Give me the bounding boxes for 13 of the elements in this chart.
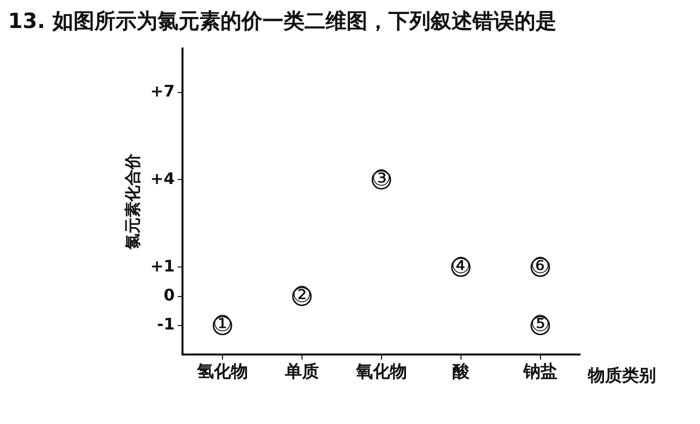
x-tick-label: 单质 (284, 362, 319, 382)
x-tick-label: 氢化物 (196, 362, 248, 382)
y-tick-label: +4 (150, 168, 175, 188)
x-axis-title: 物质类别 (587, 366, 656, 386)
y-tick-label: +1 (150, 256, 175, 276)
y-tick-label: +7 (150, 81, 175, 100)
y-axis-title: 氯元素化合价 (122, 152, 142, 251)
x-tick-label: 氧化物 (354, 362, 407, 382)
y-tick-label: -1 (156, 314, 175, 334)
y-tick-label: 0 (164, 285, 175, 304)
x-tick-label: 酸 (452, 362, 470, 382)
x-tick-label: 钠盐 (522, 362, 558, 382)
chart-title: 13. 如图所示为氯元素的价一类二维图，下列叙述错误的是 (7, 8, 558, 35)
